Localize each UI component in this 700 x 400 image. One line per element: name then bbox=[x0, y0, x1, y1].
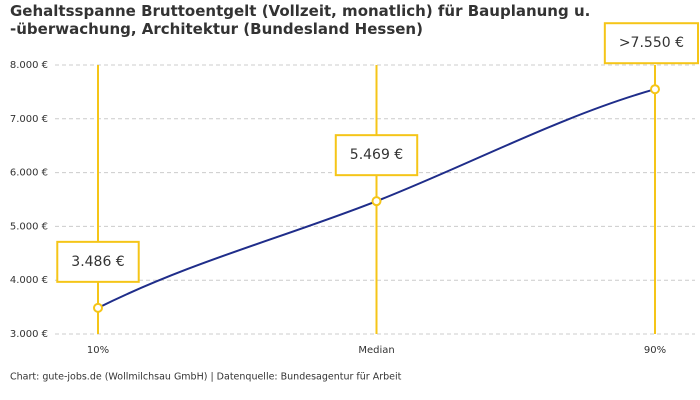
label-box bbox=[334, 134, 419, 177]
value-label: 5.469 € bbox=[334, 134, 419, 177]
y-tick-label: 8.000 € bbox=[10, 60, 48, 71]
y-tick-label: 6.000 € bbox=[10, 168, 48, 179]
y-tick-label: 5.000 € bbox=[10, 221, 48, 232]
x-tick-label: Median bbox=[358, 345, 394, 356]
y-tick-label: 7.000 € bbox=[10, 114, 48, 125]
label-box bbox=[603, 22, 699, 65]
x-tick-label: 90% bbox=[644, 345, 666, 356]
data-point bbox=[650, 84, 660, 95]
value-label: >7.550 € bbox=[603, 22, 699, 65]
data-point bbox=[371, 196, 382, 207]
y-tick-label: 4.000 € bbox=[10, 275, 48, 286]
label-box bbox=[56, 240, 140, 283]
value-label-text: 3.486 € bbox=[71, 254, 124, 270]
value-label-text: >7.550 € bbox=[619, 35, 684, 51]
data-point bbox=[93, 302, 103, 313]
value-label: 3.486 € bbox=[56, 240, 140, 283]
value-label-text: 5.469 € bbox=[350, 147, 403, 163]
chart-title: Gehaltsspanne Bruttoentgelt (Vollzeit, m… bbox=[10, 2, 591, 38]
x-tick-label: 10% bbox=[87, 345, 109, 356]
source-note: Chart: gute-jobs.de (Wollmilchsau GmbH) … bbox=[10, 372, 402, 383]
y-tick-label: 3.000 € bbox=[10, 329, 48, 340]
